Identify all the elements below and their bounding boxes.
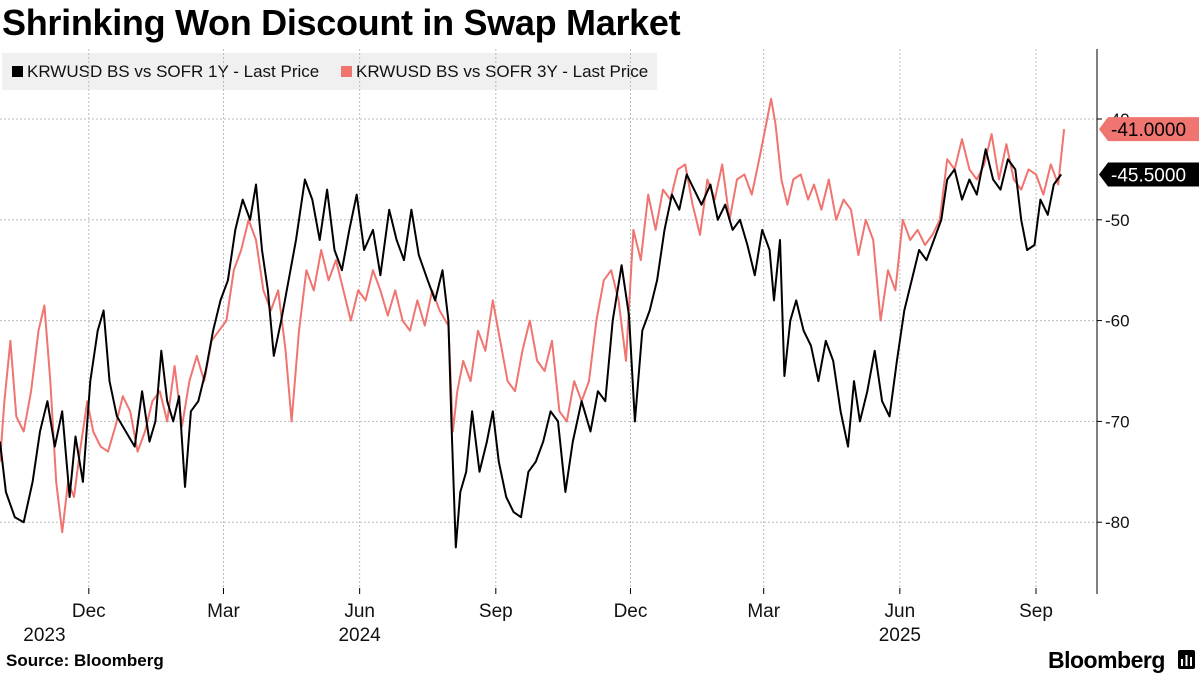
last-value-label: -41.0000 bbox=[1111, 120, 1186, 141]
x-tick-label: Mar bbox=[207, 601, 240, 622]
bloomberg-terminal-icon bbox=[1178, 650, 1195, 669]
chart-title: Shrinking Won Discount in Swap Market bbox=[2, 2, 681, 43]
legend-item-1y: KRWUSD BS vs SOFR 1Y - Last Price bbox=[12, 62, 319, 82]
series-line-1y bbox=[0, 148, 1063, 549]
x-tick-label: Sep bbox=[479, 601, 513, 622]
series-line-3y bbox=[0, 97, 1066, 534]
last-value-tag-bg bbox=[1099, 117, 1199, 142]
legend: KRWUSD BS vs SOFR 1Y - Last Price KRWUSD… bbox=[2, 53, 657, 90]
x-year-label: 2023 bbox=[23, 625, 65, 646]
legend-label-3y: KRWUSD BS vs SOFR 3Y - Last Price bbox=[356, 62, 649, 81]
x-tick-label: Jun bbox=[344, 601, 375, 622]
x-tick-label: Sep bbox=[1019, 601, 1053, 622]
last-value-tag-1y: -45.5000 bbox=[1099, 162, 1199, 187]
y-tick-label: -80 bbox=[1105, 513, 1130, 532]
y-tick-label: -60 bbox=[1105, 312, 1130, 331]
x-tick-label: Mar bbox=[747, 601, 780, 622]
last-value-label: -45.5000 bbox=[1111, 165, 1186, 186]
y-tick-label: -70 bbox=[1105, 412, 1130, 431]
x-tick-label: Dec bbox=[72, 601, 106, 622]
source-note: Source: Bloomberg bbox=[6, 651, 164, 670]
x-tick-label: Dec bbox=[614, 601, 648, 622]
x-year-label: 2025 bbox=[879, 625, 921, 646]
bloomberg-logo: Bloomberg bbox=[1048, 647, 1165, 673]
legend-item-3y: KRWUSD BS vs SOFR 3Y - Last Price bbox=[341, 62, 648, 82]
legend-label-1y: KRWUSD BS vs SOFR 1Y - Last Price bbox=[27, 62, 320, 81]
last-value-tag-3y: -41.0000 bbox=[1099, 117, 1199, 142]
x-year-label: 2024 bbox=[338, 625, 381, 646]
x-tick-label: Jun bbox=[885, 601, 916, 622]
last-value-tag-bg bbox=[1099, 162, 1199, 187]
y-tick-label: -50 bbox=[1105, 211, 1130, 230]
legend-swatch-1y bbox=[12, 66, 23, 77]
legend-swatch-3y bbox=[341, 66, 352, 77]
